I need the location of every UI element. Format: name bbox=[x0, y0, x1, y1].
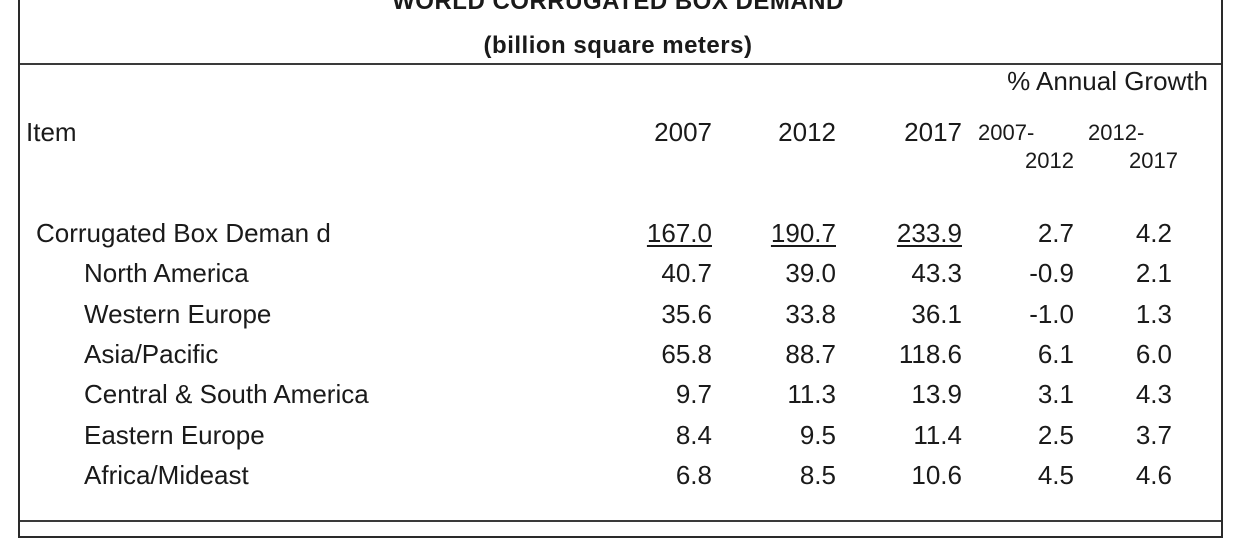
annual-growth-header: % Annual Growth bbox=[1007, 66, 1208, 96]
growth-2007-2012: 3.1 bbox=[1037, 379, 1074, 409]
row-label: Corrugated Box Deman d bbox=[36, 218, 331, 248]
growth-2012-2017: 4.2 bbox=[1135, 218, 1172, 248]
table-subtitle: (billion square meters) bbox=[483, 32, 753, 59]
growth-column-header-1-line2: 2012 bbox=[1025, 148, 1074, 173]
value-2017: 118.6 bbox=[898, 339, 962, 369]
growth-2012-2017: 2.1 bbox=[1135, 258, 1172, 288]
value-2012: 88.7 bbox=[785, 339, 836, 369]
growth-2007-2012: -1.0 bbox=[1029, 299, 1074, 329]
growth-column-header-1-line1: 2007- bbox=[978, 120, 1035, 145]
column-header-2012: 2012 bbox=[778, 117, 836, 147]
value-2012: 9.5 bbox=[799, 420, 836, 450]
growth-column-header-2-line2: 2017 bbox=[1129, 148, 1178, 173]
growth-2007-2012: 6.1 bbox=[1037, 339, 1074, 369]
value-2017: 11.4 bbox=[913, 420, 962, 450]
value-2007: 40.7 bbox=[661, 258, 712, 288]
row-label: Central & South America bbox=[84, 379, 369, 409]
value-2007: 35.6 bbox=[661, 299, 712, 329]
growth-2007-2012: -0.9 bbox=[1029, 258, 1074, 288]
growth-2012-2017: 3.7 bbox=[1135, 420, 1172, 450]
value-2012: 39.0 bbox=[785, 258, 836, 288]
value-2017: 233.9 bbox=[896, 218, 962, 248]
growth-2012-2017: 1.3 bbox=[1135, 299, 1172, 329]
growth-2012-2017: 4.3 bbox=[1135, 379, 1172, 409]
growth-2012-2017: 4.6 bbox=[1135, 460, 1172, 490]
column-header-2007: 2007 bbox=[654, 117, 712, 147]
value-2007: 167.0 bbox=[646, 218, 712, 248]
value-2017: 43.3 bbox=[911, 258, 962, 288]
column-header-2017: 2017 bbox=[904, 117, 962, 147]
value-2012: 8.5 bbox=[799, 460, 836, 490]
value-2017: 36.1 bbox=[911, 299, 962, 329]
growth-2007-2012: 2.7 bbox=[1037, 218, 1074, 248]
value-2012: 33.8 bbox=[785, 299, 836, 329]
growth-column-header-2-line1: 2012- bbox=[1088, 120, 1145, 145]
value-2017: 10.6 bbox=[911, 460, 962, 490]
growth-2007-2012: 2.5 bbox=[1037, 420, 1074, 450]
row-label: North America bbox=[84, 258, 249, 288]
row-label: Eastern Europe bbox=[84, 420, 265, 450]
growth-2012-2017: 6.0 bbox=[1135, 339, 1172, 369]
value-2007: 6.8 bbox=[675, 460, 712, 490]
row-label: Asia/Pacific bbox=[84, 339, 219, 369]
value-2007: 8.4 bbox=[675, 420, 712, 450]
value-2007: 9.7 bbox=[675, 379, 712, 409]
value-2007: 65.8 bbox=[661, 339, 712, 369]
footer-divider bbox=[20, 520, 1221, 522]
table-frame bbox=[18, 0, 1223, 538]
row-label: Western Europe bbox=[84, 299, 272, 329]
value-2012: 11.3 bbox=[787, 379, 836, 409]
row-label: Africa/Mideast bbox=[84, 460, 249, 490]
header-divider bbox=[20, 63, 1221, 65]
item-column-header: Item bbox=[26, 117, 77, 147]
value-2017: 13.9 bbox=[911, 379, 962, 409]
value-2012: 190.7 bbox=[770, 218, 836, 248]
table-title: WORLD CORRUGATED BOX DEMAND bbox=[392, 0, 844, 15]
growth-2007-2012: 4.5 bbox=[1037, 460, 1074, 490]
